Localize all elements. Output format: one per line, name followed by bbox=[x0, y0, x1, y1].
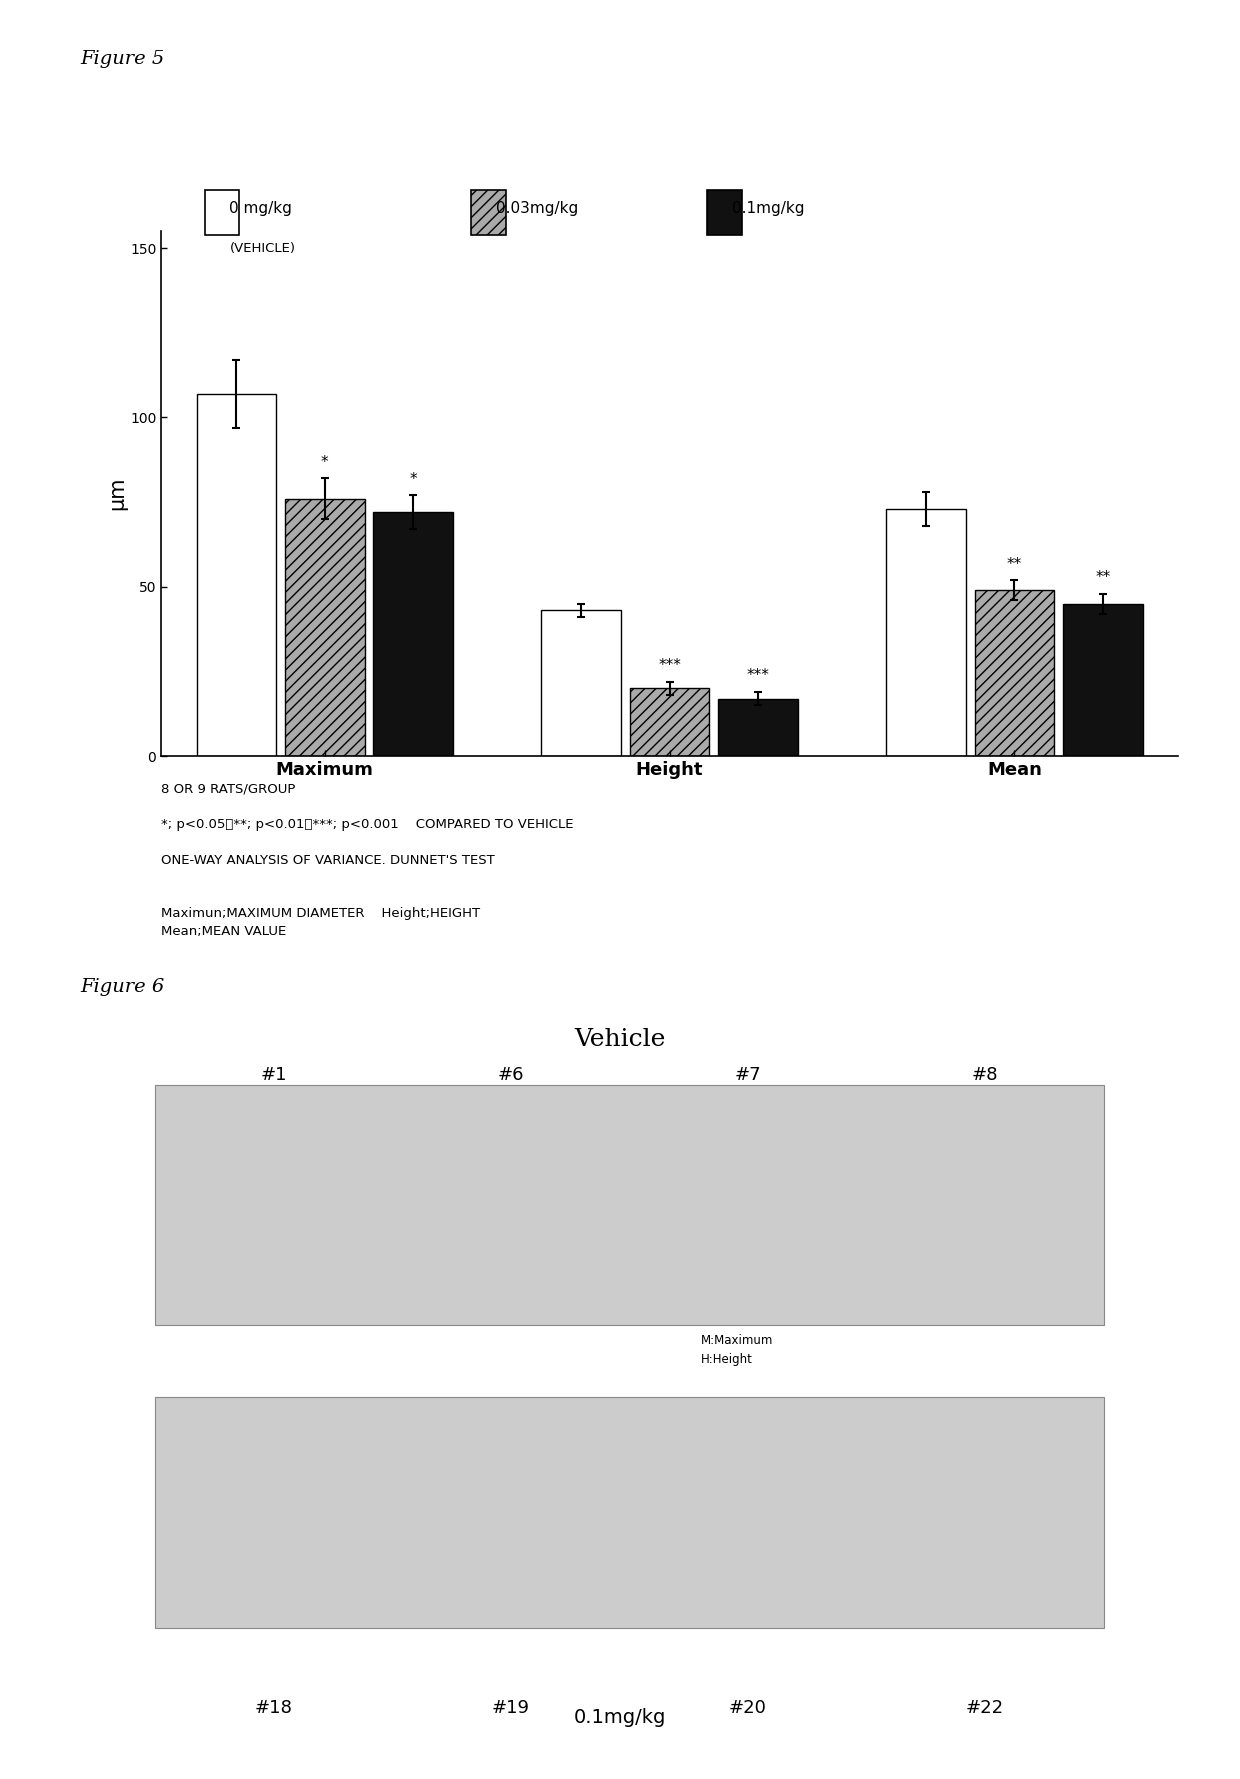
Text: 8 OR 9 RATS/GROUP: 8 OR 9 RATS/GROUP bbox=[161, 783, 295, 795]
Text: #1: #1 bbox=[260, 1066, 286, 1083]
Bar bbox=[975, 591, 1054, 756]
Text: #20: #20 bbox=[729, 1699, 766, 1717]
Text: Mean;MEAN VALUE: Mean;MEAN VALUE bbox=[161, 925, 286, 938]
Text: M:Maximum
H:Height: M:Maximum H:Height bbox=[701, 1334, 773, 1366]
Bar bbox=[887, 509, 966, 756]
Text: 0.1mg/kg: 0.1mg/kg bbox=[732, 201, 804, 215]
Text: ***: *** bbox=[658, 658, 681, 672]
Bar bbox=[1063, 603, 1142, 756]
Bar bbox=[373, 512, 453, 756]
Text: #8: #8 bbox=[972, 1066, 998, 1083]
Text: ***: *** bbox=[746, 669, 770, 683]
Bar bbox=[542, 610, 621, 756]
Text: Figure 6: Figure 6 bbox=[81, 978, 165, 996]
Bar bbox=[197, 393, 277, 756]
Text: 0 mg/kg: 0 mg/kg bbox=[229, 201, 293, 215]
Text: 0.1mg/kg: 0.1mg/kg bbox=[574, 1708, 666, 1727]
Text: #7: #7 bbox=[734, 1066, 761, 1083]
Y-axis label: μm: μm bbox=[107, 477, 128, 511]
Text: #22: #22 bbox=[966, 1699, 1004, 1717]
Text: (VEHICLE): (VEHICLE) bbox=[229, 242, 295, 254]
Text: ONE-WAY ANALYSIS OF VARIANCE. DUNNET'S TEST: ONE-WAY ANALYSIS OF VARIANCE. DUNNET'S T… bbox=[161, 854, 495, 866]
Bar bbox=[718, 699, 797, 756]
Text: *: * bbox=[409, 471, 417, 487]
Text: Maximun;MAXIMUM DIAMETER    Height;HEIGHT: Maximun;MAXIMUM DIAMETER Height;HEIGHT bbox=[161, 907, 480, 920]
Text: #19: #19 bbox=[492, 1699, 529, 1717]
Text: Vehicle: Vehicle bbox=[574, 1028, 666, 1051]
Text: *: * bbox=[321, 455, 329, 470]
Bar bbox=[285, 498, 365, 756]
Text: *; p<0.05、**; p<0.01、***; p<0.001    COMPARED TO VEHICLE: *; p<0.05、**; p<0.01、***; p<0.001 COMPAR… bbox=[161, 818, 574, 831]
Text: #6: #6 bbox=[497, 1066, 525, 1083]
Text: #18: #18 bbox=[254, 1699, 293, 1717]
Bar bbox=[630, 688, 709, 756]
Text: **: ** bbox=[1095, 569, 1111, 585]
Text: Figure 5: Figure 5 bbox=[81, 50, 165, 68]
Text: 0.03mg/kg: 0.03mg/kg bbox=[496, 201, 578, 215]
Text: **: ** bbox=[1007, 557, 1022, 571]
